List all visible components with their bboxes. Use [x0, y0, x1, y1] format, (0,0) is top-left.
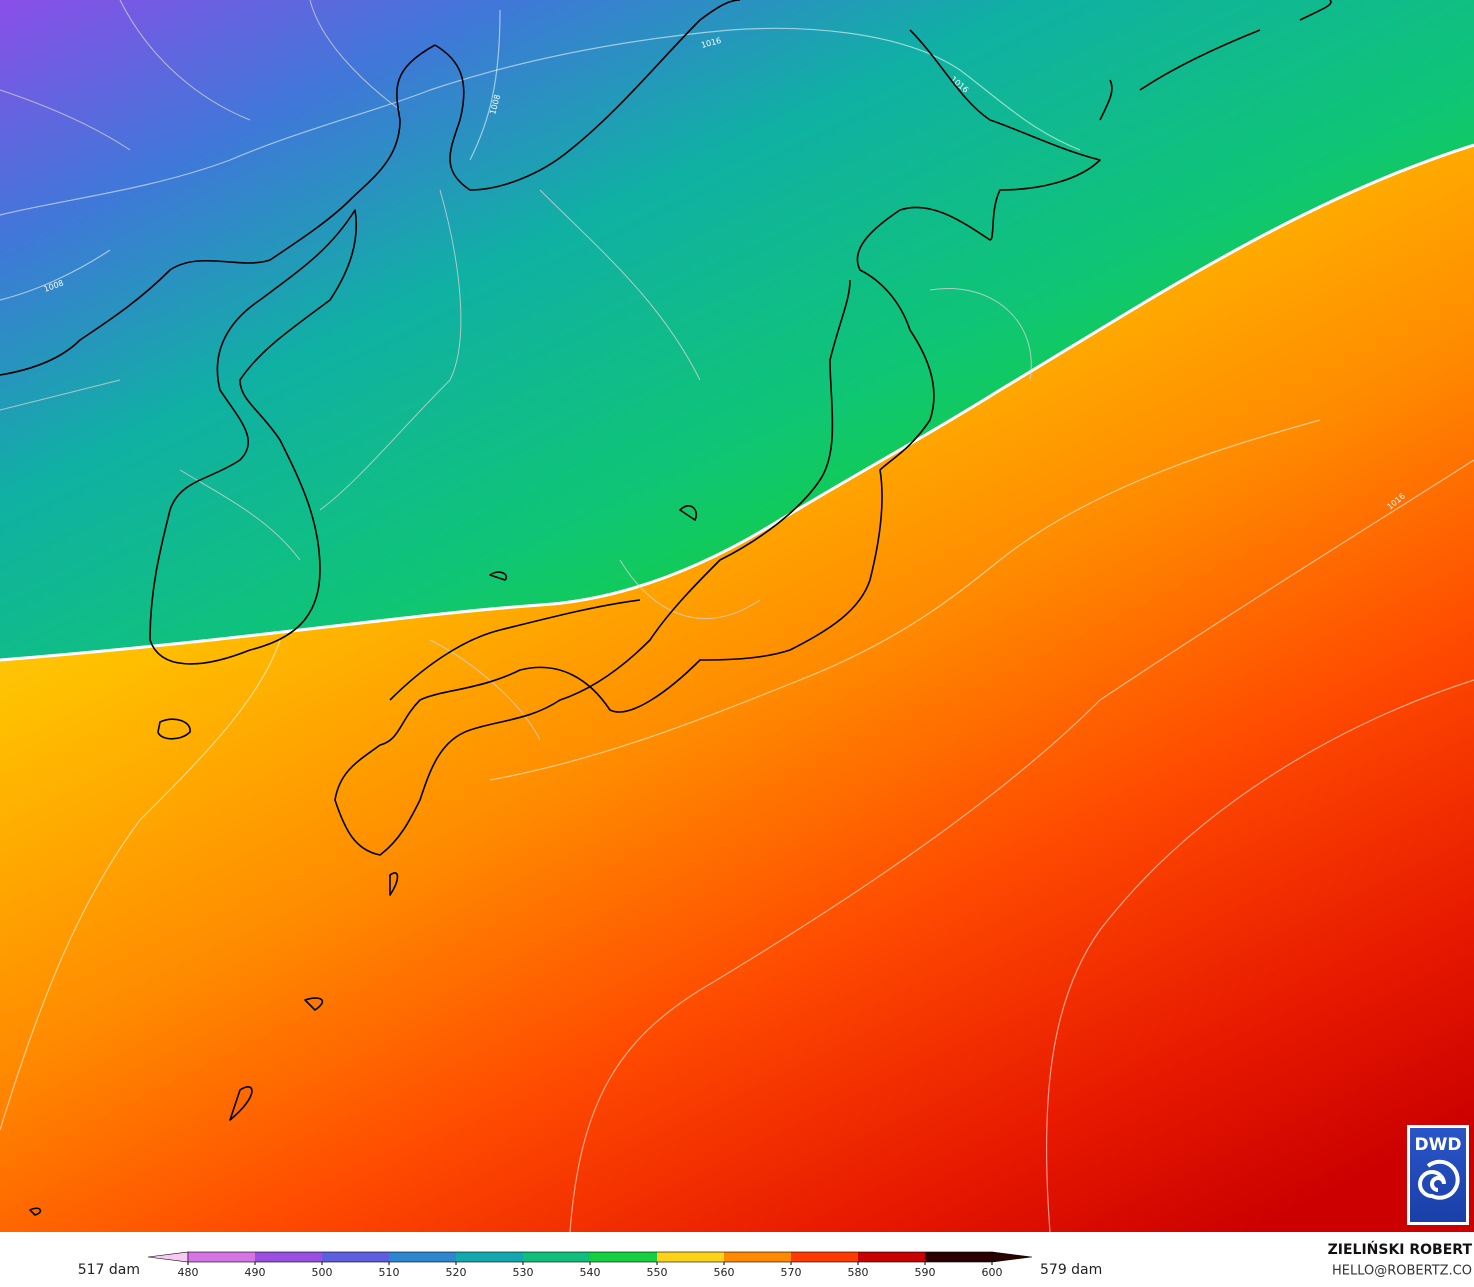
logo-swirl — [1418, 1159, 1460, 1200]
author: ZIELIŃSKI ROBERT — [1328, 1240, 1473, 1258]
tick-label: 550 — [647, 1266, 668, 1279]
colorbar-segment — [724, 1252, 792, 1262]
colorbar-segment — [456, 1252, 524, 1262]
tick-label: 540 — [580, 1266, 601, 1279]
tick-label: 530 — [513, 1266, 534, 1279]
tick-label: 490 — [245, 1266, 266, 1279]
tick-label: 580 — [848, 1266, 869, 1279]
tick-label: 560 — [714, 1266, 735, 1279]
colorbar-segment — [389, 1252, 457, 1262]
tick-label: 590 — [915, 1266, 936, 1279]
field — [0, 0, 1474, 1232]
colorbar-segment — [791, 1252, 859, 1262]
colorbar-segment — [657, 1252, 725, 1262]
max-label: 579 dam — [1040, 1262, 1102, 1278]
colorbar-segment — [255, 1252, 323, 1262]
tick-label: 500 — [312, 1266, 333, 1279]
coastlines — [0, 0, 1332, 1216]
min-label: 517 dam — [78, 1262, 140, 1278]
tick-label: 480 — [178, 1266, 199, 1279]
tick-label: 520 — [446, 1266, 467, 1279]
tick-label: 570 — [781, 1266, 802, 1279]
contact: HELLO@ROBERTZ.CO — [1332, 1264, 1472, 1279]
colorbar-segment — [188, 1252, 256, 1262]
pressure-contours — [0, 9, 1474, 1233]
colorbar-segment — [523, 1252, 591, 1262]
colorbar: 517 dam 579 dam 480 490 500 510 520 530 540 550… — [78, 1251, 1102, 1279]
cold-field — [0, 0, 1474, 660]
borders — [0, 0, 1032, 741]
552-line — [0, 143, 1474, 662]
colorbar-segment — [322, 1252, 390, 1262]
dwd-logo: DWD — [1407, 1125, 1469, 1225]
colorbar-segment — [858, 1252, 926, 1262]
colorbar-segment — [925, 1252, 993, 1262]
logo-text: DWD — [1415, 1135, 1462, 1155]
tick-label: 510 — [379, 1266, 400, 1279]
colorbar-segment — [590, 1252, 658, 1262]
tick-label: 600 — [982, 1266, 1003, 1279]
